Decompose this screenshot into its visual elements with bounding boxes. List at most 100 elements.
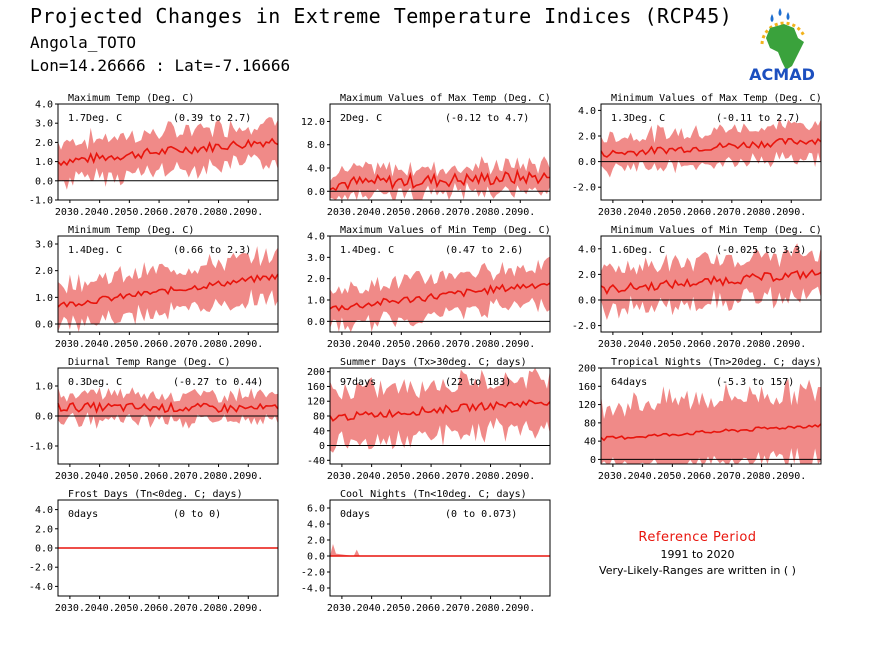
chart-title: Maximum Values of Max Temp (Deg. C) (340, 93, 551, 104)
y-tick-label: 4.0 (578, 244, 596, 255)
y-tick-label: 2.0 (578, 270, 596, 281)
x-tick-label: 2090. (505, 339, 535, 350)
x-tick-label: 2060. (144, 339, 174, 350)
x-tick-label: 2040. (628, 471, 658, 482)
x-tick-label: 2070. (174, 603, 204, 614)
mean-change-label: 0.3Deg. C (68, 377, 122, 388)
reference-period-title: Reference Period (638, 530, 757, 545)
very-likely-range-label: (0 to 0) (173, 509, 221, 520)
chart-title: Minimum Values of Min Temp (Deg. C) (611, 225, 822, 236)
x-tick-label: 2040. (357, 207, 387, 218)
very-likely-range-label: (-0.27 to 0.44) (173, 377, 263, 388)
x-tick-label: 2070. (174, 471, 204, 482)
x-tick-label: 2040. (357, 603, 387, 614)
likely-range-band (601, 243, 821, 320)
x-tick-label: 2080. (203, 207, 233, 218)
x-tick-label: 2050. (657, 471, 687, 482)
chart-panel: -1.0 0.0 1.0 2030. 2040. 2050. 2060. 2070. 2080.… (29, 357, 279, 482)
very-likely-range-label: (-0.11 to 2.7) (716, 113, 800, 124)
likely-range-band (330, 156, 550, 200)
y-tick-label: 0.0 (578, 157, 596, 168)
x-tick-label: 2080. (475, 339, 505, 350)
x-tick-label: 2040. (85, 471, 115, 482)
ensemble-mean-line (600, 268, 822, 296)
mean-change-label: 64days (611, 377, 647, 388)
x-tick-label: 2060. (687, 207, 717, 218)
likely-range-band (58, 386, 278, 429)
x-tick-label: 2030. (598, 471, 628, 482)
x-tick-label: 2030. (598, 339, 628, 350)
mean-change-label: 0days (340, 509, 370, 520)
x-tick-label: 2050. (386, 471, 416, 482)
chart-title: Minimum Temp (Deg. C) (68, 225, 194, 236)
x-tick-label: 2060. (416, 339, 446, 350)
chart-panel: -4.0 -2.0 0.0 2.0 4.0 2030. 2040. 2050. 2060. 207… (29, 489, 279, 614)
x-tick-label: 2080. (475, 603, 505, 614)
chart-title: Summer Days (Tx>30deg. C; days) (340, 357, 527, 368)
y-tick-label: -4.0 (29, 582, 53, 593)
y-tick-label: 4.0 (307, 232, 325, 243)
x-tick-label: 2080. (203, 471, 233, 482)
y-tick-label: 1.0 (307, 296, 325, 307)
page-title: Projected Changes in Extreme Temperature… (30, 4, 733, 28)
y-tick-label: -40 (307, 456, 325, 467)
very-likely-range-label: (0.47 to 2.6) (445, 245, 523, 256)
y-tick-label: 80 (313, 412, 325, 423)
y-tick-label: 0.0 (35, 176, 53, 187)
mean-change-label: 1.6Deg. C (611, 245, 665, 256)
ensemble-mean-line (600, 137, 822, 158)
x-tick-label: 2080. (203, 339, 233, 350)
y-tick-label: 2.0 (578, 132, 596, 143)
plot-frame (329, 499, 551, 597)
x-tick-label: 2050. (114, 207, 144, 218)
y-tick-label: -4.0 (301, 584, 325, 595)
x-tick-label: 2070. (174, 339, 204, 350)
likely-range-band (601, 378, 821, 464)
x-tick-label: 2060. (144, 207, 174, 218)
plot-frame (600, 367, 822, 465)
y-tick-label: 1.0 (35, 293, 53, 304)
x-tick-label: 2090. (233, 339, 263, 350)
x-tick-label: 2090. (505, 603, 535, 614)
y-tick-label: -2.0 (572, 321, 596, 332)
chart-title: Tropical Nights (Tn>20deg. C; days) (611, 357, 822, 368)
y-tick-label: 4.0 (35, 100, 53, 111)
y-tick-label: 0.0 (307, 317, 325, 328)
ensemble-mean-line (329, 282, 551, 312)
x-tick-label: 2060. (687, 339, 717, 350)
plot-frame (329, 103, 551, 201)
y-tick-label: -1.0 (29, 196, 53, 207)
x-tick-label: 2050. (386, 339, 416, 350)
x-tick-label: 2050. (114, 603, 144, 614)
x-tick-label: 2060. (416, 603, 446, 614)
ensemble-mean-line (57, 401, 279, 414)
chart-title: Minimum Values of Max Temp (Deg. C) (611, 93, 822, 104)
x-tick-label: 2040. (357, 339, 387, 350)
x-tick-label: 2060. (416, 207, 446, 218)
reference-period-block: Reference Period 1991 to 2020 Very-Likel… (585, 530, 810, 577)
y-tick-label: 4.0 (35, 505, 53, 516)
x-tick-label: 2090. (776, 471, 806, 482)
water-drop-icon (778, 8, 782, 16)
x-tick-label: 2030. (55, 603, 85, 614)
y-tick-label: 6.0 (307, 504, 325, 515)
acmad-logo-text: ACMAD (749, 65, 815, 84)
ensemble-mean-line (57, 137, 279, 167)
chart-panel: 0.0 1.0 2.0 3.0 2030. 2040. 2050. 2060. 2070. 208… (35, 225, 279, 350)
y-tick-label: 2.0 (35, 524, 53, 535)
x-tick-label: 2080. (475, 471, 505, 482)
y-tick-label: -2.0 (572, 183, 596, 194)
x-tick-label: 2070. (717, 471, 747, 482)
x-tick-label: 2040. (628, 339, 658, 350)
y-tick-label: 40 (584, 437, 596, 448)
mean-change-label: 1.4Deg. C (68, 245, 122, 256)
x-tick-label: 2030. (327, 471, 357, 482)
y-tick-label: 200 (307, 367, 325, 378)
y-tick-label: 1.0 (35, 157, 53, 168)
x-tick-label: 2040. (85, 339, 115, 350)
y-tick-label: 2.0 (307, 274, 325, 285)
location-label: Angola_TOTO (30, 33, 136, 52)
y-tick-label: 160 (307, 382, 325, 393)
mean-change-label: 97days (340, 377, 376, 388)
